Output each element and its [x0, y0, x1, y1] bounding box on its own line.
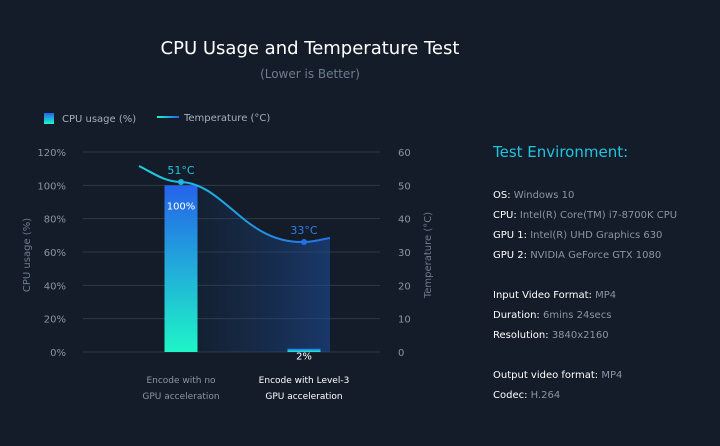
y-tick-label: 120%: [37, 148, 66, 159]
env-value: 3840x2160: [551, 330, 609, 341]
env-key: Codec:: [493, 390, 528, 401]
y2-tick-label: 30: [398, 248, 411, 259]
env-value: Intel(R) UHD Graphics 630: [530, 230, 663, 241]
env-key: GPU 1:: [493, 230, 528, 241]
line-swatch-icon: [157, 116, 179, 118]
category-label: GPU acceleration: [265, 392, 342, 402]
bar-swatch-icon: [44, 113, 54, 124]
y-tick-label: 100%: [37, 181, 66, 192]
env-row: OS: Windows 10: [493, 190, 574, 201]
chart-plot: 0% 0 20% 10 40% 20 60% 30 80% 40 100% 50 120% 60 100%…: [22, 148, 434, 402]
env-key: Resolution:: [493, 330, 549, 341]
env-key: OS:: [493, 190, 511, 201]
cpu-bar-label: 2%: [296, 352, 312, 363]
cpu-bar: [287, 348, 321, 352]
category-label: Encode with no: [146, 376, 216, 386]
y-tick-label: 20%: [44, 315, 66, 326]
env-row: Resolution: 3840x2160: [493, 330, 609, 341]
env-row: Output video format: MP4: [493, 370, 622, 381]
env-value: Intel(R) Core(TM) i7-8700K CPU: [519, 210, 678, 221]
env-key: GPU 2:: [493, 250, 528, 261]
env-row: Input Video Format: MP4: [493, 290, 616, 301]
env-row: GPU 2: NVIDIA GeForce GTX 1080: [493, 250, 661, 261]
cpu-bar-label: 100%: [167, 201, 196, 212]
env-key: Output video format:: [493, 370, 599, 381]
env-value: MP4: [595, 290, 617, 301]
y2-tick-label: 20: [398, 281, 411, 292]
temperature-point: [301, 239, 307, 245]
chart-title: CPU Usage and Temperature Test: [160, 38, 460, 59]
legend-cpu: CPU usage (%): [44, 113, 136, 125]
env-value: 6mins 24secs: [543, 310, 612, 321]
y2-tick-label: 10: [398, 315, 411, 326]
cpu-bar: [164, 185, 198, 352]
y-tick-label: 0%: [50, 348, 66, 359]
env-key: CPU:: [493, 210, 517, 221]
y2-tick-label: 40: [398, 215, 411, 226]
temperature-label: 51°C: [167, 164, 194, 177]
category-label: GPU acceleration: [142, 392, 219, 402]
env-value: MP4: [601, 370, 623, 381]
temperature-area: [181, 182, 330, 352]
temperature-line: [138, 165, 331, 244]
chart-subtitle: (Lower is Better): [260, 67, 360, 81]
env-key: Input Video Format:: [493, 290, 592, 301]
env-row: CPU: Intel(R) Core(TM) i7-8700K CPU: [493, 210, 677, 221]
y2-tick-label: 50: [398, 181, 411, 192]
temperature-label: 33°C: [290, 224, 317, 237]
env-value: Windows 10: [513, 190, 575, 201]
env-row: GPU 1: Intel(R) UHD Graphics 630: [493, 230, 662, 241]
y-tick-label: 80%: [44, 215, 66, 226]
y2-tick-label: 60: [398, 148, 411, 159]
y-tick-label: 40%: [44, 281, 66, 292]
y2-axis-label: Temperature (°C): [423, 212, 434, 299]
environment-title: Test Environment:: [493, 143, 629, 161]
legend-temperature-label: Temperature (°C): [184, 113, 271, 124]
legend-cpu-label: CPU usage (%): [62, 114, 137, 125]
env-row: Duration: 6mins 24secs: [493, 310, 611, 321]
category-label: Encode with Level-3: [259, 376, 350, 386]
y-axis-label: CPU usage (%): [22, 218, 33, 292]
y-tick-label: 60%: [44, 248, 66, 259]
env-key: Duration:: [493, 310, 540, 321]
y2-tick-label: 0: [398, 348, 404, 359]
temperature-point: [178, 179, 184, 185]
env-row: Codec: H.264: [493, 390, 560, 401]
env-value: H.264: [530, 390, 561, 401]
legend-temperature: Temperature (°C): [157, 113, 270, 124]
env-value: NVIDIA GeForce GTX 1080: [530, 250, 662, 261]
